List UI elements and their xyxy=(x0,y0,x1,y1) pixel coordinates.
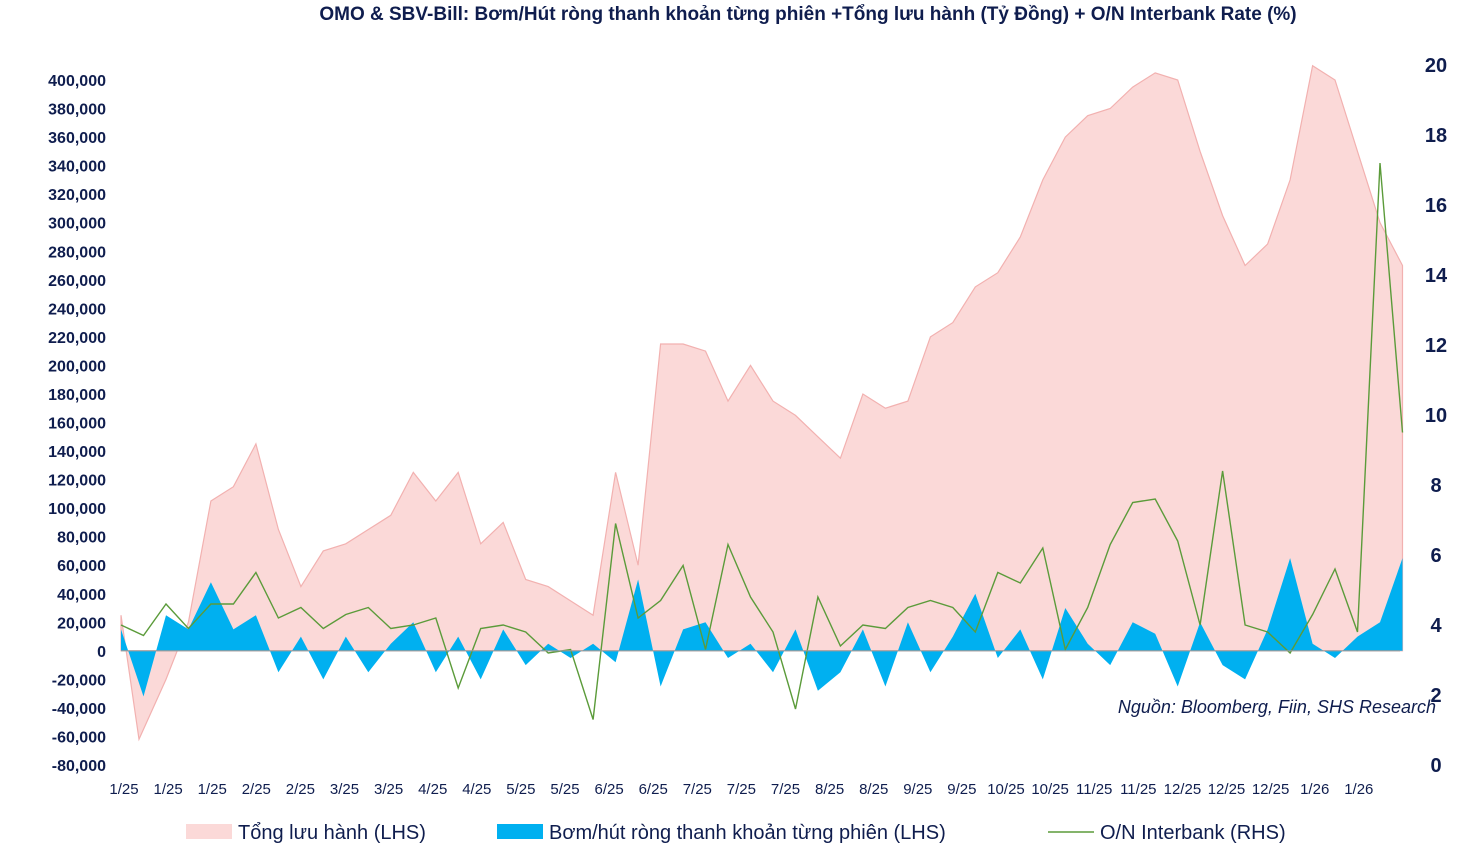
left-tick-label: 60,000 xyxy=(57,558,106,575)
right-tick-label: 18 xyxy=(1425,125,1447,147)
left-tick-label: -80,000 xyxy=(52,758,106,775)
left-tick-label: 20,000 xyxy=(57,615,106,632)
left-tick-label: 100,000 xyxy=(48,501,106,518)
x-tick-label: 8/25 xyxy=(859,781,888,798)
x-tick-label: 1/26 xyxy=(1344,781,1373,798)
left-tick-label: 80,000 xyxy=(57,530,106,547)
legend: Tổng lưu hành (LHS) Bơm/hút ròng thanh kh… xyxy=(186,822,1286,844)
x-tick-label: 9/25 xyxy=(903,781,932,798)
left-tick-label: 140,000 xyxy=(48,444,106,461)
left-tick-label: 260,000 xyxy=(48,273,106,290)
right-tick-label: 16 xyxy=(1425,195,1447,217)
x-tick-label: 5/25 xyxy=(506,781,535,798)
left-tick-label: 0 xyxy=(97,644,106,661)
x-tick-label: 7/25 xyxy=(683,781,712,798)
left-tick-label: 180,000 xyxy=(48,387,106,404)
x-tick-label: 5/25 xyxy=(550,781,579,798)
legend-label: Bơm/hút ròng thanh khoản từng phiên (LHS… xyxy=(549,822,946,844)
source-note: Nguồn: Bloomberg, Fiin, SHS Research xyxy=(1118,697,1436,717)
left-tick-label: 220,000 xyxy=(48,330,106,347)
x-tick-label: 3/25 xyxy=(374,781,403,798)
left-tick-label: 160,000 xyxy=(48,416,106,433)
right-tick-label: 0 xyxy=(1430,755,1441,777)
chart-title: OMO & SBV-Bill: Bơm/Hút ròng thanh khoản… xyxy=(319,4,1296,25)
x-tick-label: 2/25 xyxy=(242,781,271,798)
right-tick-label: 4 xyxy=(1430,615,1442,637)
left-tick-label: 240,000 xyxy=(48,301,106,318)
legend-swatch xyxy=(186,824,232,839)
x-tick-label: 12/25 xyxy=(1164,781,1202,798)
left-tick-label: 120,000 xyxy=(48,473,106,490)
x-tick-label: 1/26 xyxy=(1300,781,1329,798)
x-tick-label: 2/25 xyxy=(286,781,315,798)
right-tick-label: 20 xyxy=(1425,55,1447,77)
left-tick-label: 200,000 xyxy=(48,358,106,375)
left-tick-label: 360,000 xyxy=(48,130,106,147)
interbank-rate-line xyxy=(120,162,1404,720)
left-tick-label: 400,000 xyxy=(48,73,106,90)
x-tick-label: 1/25 xyxy=(109,781,138,798)
left-tick-label: -20,000 xyxy=(52,672,106,689)
x-tick-label: 11/25 xyxy=(1120,781,1156,798)
x-tick-label: 9/25 xyxy=(947,781,976,798)
right-tick-label: 10 xyxy=(1425,405,1447,427)
x-tick-label: 8/25 xyxy=(815,781,844,798)
left-tick-label: -40,000 xyxy=(52,701,106,718)
right-tick-label: 2 xyxy=(1430,685,1441,707)
left-tick-label: 340,000 xyxy=(48,159,106,176)
x-tick-label: 7/25 xyxy=(771,781,800,798)
plot-area xyxy=(120,64,1404,742)
left-tick-label: 300,000 xyxy=(48,216,106,233)
x-tick-label: 6/25 xyxy=(594,781,623,798)
legend-label: O/N Interbank (RHS) xyxy=(1100,822,1286,844)
right-tick-label: 14 xyxy=(1425,265,1448,287)
x-tick-label: 12/25 xyxy=(1208,781,1246,798)
legend-swatch xyxy=(497,824,543,839)
x-tick-label: 4/25 xyxy=(418,781,447,798)
x-tick-label: 4/25 xyxy=(462,781,491,798)
right-tick-label: 6 xyxy=(1430,545,1441,567)
left-tick-label: 40,000 xyxy=(57,587,106,604)
net-injection-area-series xyxy=(121,558,1403,697)
x-axis: 1/25 1/25 1/25 2/25 2/25 3/25 3/25 4/25 4/25 5/25… xyxy=(109,781,1373,798)
x-tick-label: 12/25 xyxy=(1252,781,1290,798)
left-tick-label: -60,000 xyxy=(52,729,106,746)
left-axis: 400,000 380,000 360,000 340,000 320,000 300,0… xyxy=(48,73,106,775)
x-tick-label: 10/25 xyxy=(987,781,1025,798)
x-tick-label: 1/25 xyxy=(198,781,227,798)
x-tick-label: 10/25 xyxy=(1031,781,1069,798)
x-tick-label: 3/25 xyxy=(330,781,359,798)
legend-label: Tổng lưu hành (LHS) xyxy=(238,822,426,844)
left-tick-label: 320,000 xyxy=(48,187,106,204)
x-tick-label: 1/25 xyxy=(153,781,182,798)
right-tick-label: 8 xyxy=(1430,475,1441,497)
x-tick-label: 11/25 xyxy=(1076,781,1112,798)
left-tick-label: 380,000 xyxy=(48,102,106,119)
outstanding-area-series xyxy=(120,64,1404,742)
x-tick-label: 6/25 xyxy=(639,781,668,798)
right-tick-label: 12 xyxy=(1425,335,1447,357)
left-tick-label: 280,000 xyxy=(48,244,106,261)
x-tick-label: 7/25 xyxy=(727,781,756,798)
